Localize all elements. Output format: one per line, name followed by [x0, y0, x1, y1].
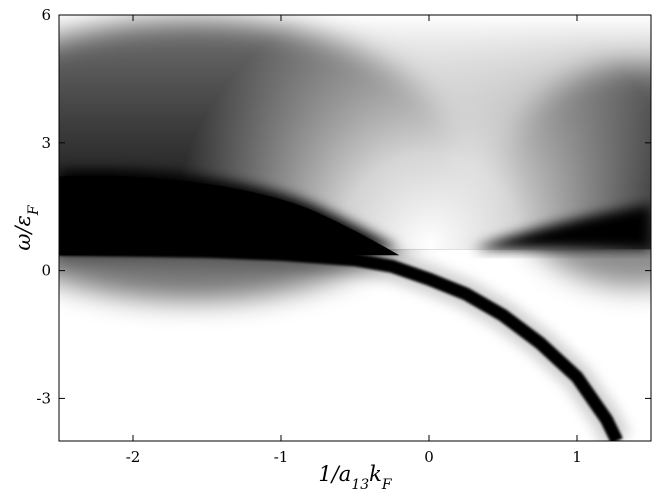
- x-tick-label: -2: [126, 448, 141, 466]
- left-black-band-core: [59, 175, 400, 256]
- bound-state-curve: [59, 242, 623, 441]
- black-continuum-band: [59, 169, 651, 256]
- y-axis-ticks: -3 0 3 6: [36, 6, 651, 407]
- y-axis-label: ω/εF: [11, 204, 42, 250]
- right-black-band: [473, 204, 651, 250]
- y-tick-label: -3: [36, 389, 51, 407]
- plot-frame: [58, 14, 652, 442]
- plot-area: [59, 15, 651, 441]
- x-tick-label: 0: [424, 448, 434, 466]
- x-tick-label: -1: [274, 448, 289, 466]
- x-axis-ticks: -2 -1 0 1: [126, 15, 582, 466]
- x-tick-label: 1: [572, 448, 582, 466]
- y-tick-label: 3: [41, 134, 51, 152]
- y-tick-label: 0: [41, 262, 51, 280]
- y-tick-label: 6: [41, 6, 51, 24]
- x-axis-label: 1/a13kF: [318, 462, 393, 491]
